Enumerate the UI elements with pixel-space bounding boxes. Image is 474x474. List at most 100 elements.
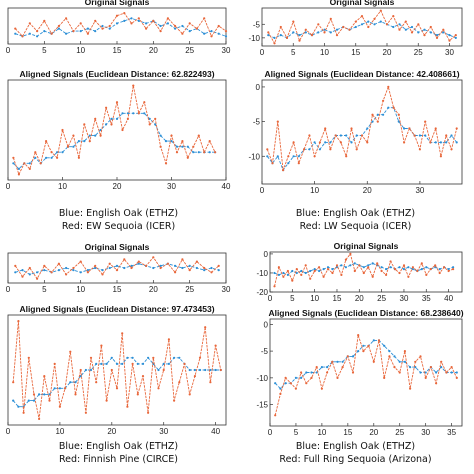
data-point-red [331,271,334,275]
data-point-blue [354,25,357,29]
data-point-red [414,360,417,363]
subplot-3: Aligned Signals (Euclidean Distance: 42.… [248,69,463,195]
data-point-blue [402,268,406,271]
data-point-red [56,156,59,159]
data-point-blue [398,266,401,269]
data-point-blue [94,266,97,270]
axes-box [261,79,463,185]
data-point-red [32,393,36,396]
data-point-blue [188,30,191,33]
data-point-blue [291,269,294,273]
data-point-blue [439,141,442,144]
data-point-red [353,269,356,273]
data-point-blue [14,271,17,274]
data-point-red [413,134,416,137]
data-point-red [174,24,177,28]
data-point-blue [388,350,391,353]
data-point-blue [38,393,41,396]
data-point-red [45,140,48,143]
data-point-red [130,22,133,25]
data-point-red [326,268,330,271]
data-point-red [174,271,177,274]
data-point-red [349,252,352,255]
data-point-red [175,151,179,154]
x-tick-label: 5 [290,294,295,303]
data-point-red [447,269,450,273]
subplot-2: Aligned Signals (Euclidean Distance: 62.… [6,69,231,191]
plot-title: Original Signals [330,0,395,7]
data-point-blue [214,368,217,372]
data-point-blue [393,355,396,358]
data-point-blue [367,264,370,267]
data-point-blue [130,17,133,20]
data-point-blue [362,344,365,347]
caption-bottom-left: Blue: English Oak (ETHZ) Red: Finnish Pi… [0,440,237,466]
data-point-blue [12,399,15,402]
data-point-blue [418,134,421,137]
data-point-blue [298,34,301,37]
data-point-red [162,368,165,372]
x-tick-label: 30 [222,285,231,294]
data-point-red [214,344,217,347]
data-point-red [292,141,295,144]
x-tick-label: 30 [167,182,176,191]
data-point-blue [195,266,198,270]
data-point-blue [143,112,146,115]
x-tick-label: 0 [6,285,11,294]
data-point-red [209,381,212,384]
x-tick-label: 30 [445,48,454,57]
data-point-red [48,399,51,402]
data-point-red [304,264,307,267]
data-point-red [360,134,364,137]
data-point-red [22,411,25,414]
data-point-red [137,112,140,115]
data-point-red [287,155,290,158]
data-point-red [99,134,102,137]
data-point-red [152,356,155,359]
data-point-blue [367,20,370,23]
data-point-red [61,128,64,132]
data-point-blue [178,356,181,359]
caption-bottom-right: Blue: English Oak (ETHZ) Red: Full Ring … [237,440,474,466]
data-point-red [53,362,56,365]
caption-line-blue: Blue: English Oak (ETHZ) [295,208,416,219]
data-point-red [79,260,82,263]
axes-box [269,251,463,293]
data-point-red [409,387,412,390]
data-point-red [152,19,155,22]
data-point-red [145,27,148,30]
data-point-blue [318,269,321,273]
data-point-blue [86,27,89,30]
subplot-5: Original Signals 0 5 10 15 20 25 30 35 40 0 -10 -20 [256,241,463,303]
data-point-blue [61,151,64,154]
data-point-red [291,279,294,282]
data-point-red [403,141,406,144]
data-point-blue [267,34,270,37]
caption-top-right: Blue: English Oak (ETHZ) Red: LW Sequoia… [237,207,474,233]
data-point-red [387,85,390,88]
data-point-blue [115,264,119,267]
data-point-red [115,387,119,390]
caption-line-blue: Blue: English Oak (ETHZ) [58,208,179,219]
data-point-red [398,28,401,31]
data-point-blue [28,32,31,35]
data-point-red [289,382,292,385]
data-point-blue [181,145,184,148]
data-point-red [355,148,358,151]
data-point-red [419,355,422,358]
data-point-red [429,268,432,271]
data-point-blue [167,362,170,365]
data-point-blue [164,140,168,143]
data-point-red [101,273,104,276]
data-point-red [58,405,62,408]
data-point-blue [273,271,276,275]
data-point-red [94,19,97,22]
data-point-blue [404,28,407,31]
data-point-blue [292,155,295,158]
x-tick-label: 10 [58,182,67,191]
data-point-red [203,151,206,154]
data-point-red [132,84,135,87]
data-point-red [279,392,282,395]
data-point-blue [450,371,453,374]
data-point-blue [203,32,206,35]
